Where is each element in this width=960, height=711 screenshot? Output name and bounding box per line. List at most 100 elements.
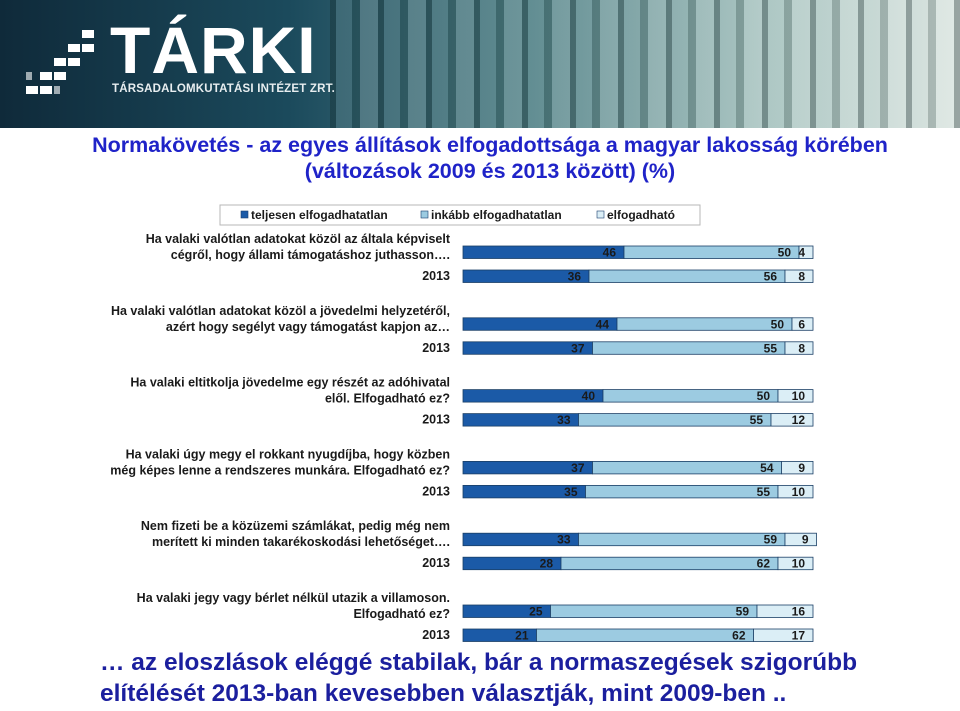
year-label: 2013 bbox=[422, 269, 450, 283]
data-label: 12 bbox=[792, 413, 806, 427]
bar-segment bbox=[753, 628, 814, 642]
data-label: 55 bbox=[764, 341, 778, 355]
logo-text: TÁRKI bbox=[110, 13, 317, 87]
logo-subtitle: TÁRSADALOMKUTATÁSI INTÉZET ZRT. bbox=[112, 83, 335, 95]
data-label: 35 bbox=[564, 485, 578, 499]
bar-segment bbox=[585, 484, 779, 499]
data-label: 8 bbox=[798, 270, 805, 284]
bar-segment bbox=[784, 269, 814, 283]
bar-segment bbox=[756, 604, 814, 618]
question-label: Ha valaki valótlan adatokat közöl a jöve… bbox=[111, 304, 450, 318]
conclusion-text: … az eloszlások eléggé stabilak, bár a n… bbox=[100, 647, 950, 709]
data-label: 16 bbox=[792, 605, 806, 619]
bar-segment bbox=[781, 460, 814, 475]
title-line-1: Normakövetés - az egyes állítások elfoga… bbox=[92, 133, 888, 157]
data-label: 6 bbox=[798, 317, 805, 331]
crowd-photo bbox=[330, 0, 960, 128]
legend-label: teljesen elfogadhatatlan bbox=[251, 208, 388, 222]
data-label: 17 bbox=[792, 629, 806, 643]
data-label: 54 bbox=[760, 461, 774, 475]
data-label: 37 bbox=[571, 341, 585, 355]
data-label: 59 bbox=[736, 605, 750, 619]
legend-label: inkább elfogadhatatlan bbox=[431, 208, 562, 222]
question-group: Ha valaki jegy vagy bérlet nélkül utazik… bbox=[137, 591, 814, 643]
bar-segment bbox=[592, 341, 786, 355]
legend-swatch bbox=[240, 210, 249, 219]
year-label: 2013 bbox=[422, 484, 450, 498]
question-label: elől. Elfogadható ez? bbox=[325, 392, 450, 406]
bar-segment bbox=[798, 245, 814, 259]
question-group: Ha valaki eltitkolja jövedelme egy részé… bbox=[130, 376, 814, 427]
legend-box bbox=[219, 204, 701, 226]
bar-segment bbox=[602, 389, 779, 403]
question-label: Nem fizeti be a közüzemi számlákat, pedi… bbox=[141, 519, 450, 533]
data-label: 50 bbox=[757, 389, 771, 403]
data-label: 8 bbox=[798, 341, 805, 355]
title-line-2: (változások 2009 és 2013 között) (%) bbox=[304, 159, 676, 183]
data-label: 62 bbox=[732, 629, 746, 643]
stacked-bar-chart: teljesen elfogadhatatlan inkább elfogadha… bbox=[110, 204, 817, 643]
bar-segment bbox=[616, 317, 793, 331]
bar-segment bbox=[784, 532, 817, 547]
legend-label: elfogadható bbox=[607, 208, 675, 222]
data-label: 10 bbox=[792, 485, 806, 499]
data-label: 4 bbox=[798, 246, 805, 260]
question-label: azért hogy segélyt vagy támogatást kapjo… bbox=[166, 320, 450, 334]
bar-segment bbox=[588, 269, 786, 283]
question-label: Ha valaki eltitkolja jövedelme egy részé… bbox=[130, 376, 450, 390]
bar-segment bbox=[777, 484, 814, 499]
header-banner: TÁRKI TÁRSADALOMKUTATÁSI INTÉZET ZRT. bbox=[0, 0, 960, 128]
data-label: 33 bbox=[557, 413, 571, 427]
question-label: Elfogadható ez? bbox=[353, 607, 450, 621]
bar-segment bbox=[578, 413, 772, 427]
data-label: 9 bbox=[802, 533, 809, 547]
data-label: 21 bbox=[515, 629, 529, 643]
year-label: 2013 bbox=[422, 556, 450, 570]
question-label: Ha valaki jegy vagy bérlet nélkül utazik… bbox=[137, 591, 450, 605]
data-label: 25 bbox=[529, 605, 543, 619]
conclusion-line-2: elítélését 2013-ban kevesebben választjá… bbox=[100, 680, 787, 707]
year-label: 2013 bbox=[422, 413, 450, 427]
chart-title: Normakövetés - az egyes állítások elfoga… bbox=[0, 132, 960, 184]
legend-swatch bbox=[420, 210, 429, 219]
year-label: 2013 bbox=[422, 628, 450, 642]
data-label: 62 bbox=[757, 557, 771, 571]
data-label: 36 bbox=[568, 270, 582, 284]
data-label: 55 bbox=[757, 485, 771, 499]
data-label: 10 bbox=[792, 557, 806, 571]
bar-segment bbox=[550, 604, 758, 618]
bar-segment bbox=[623, 245, 800, 259]
question-label: még képes lenne a rendszeres munkára. El… bbox=[110, 463, 450, 477]
question-label: Ha valaki úgy megy el rokkant nyugdíjba,… bbox=[126, 447, 450, 461]
legend-swatch bbox=[596, 210, 605, 219]
question-group: Ha valaki valótlan adatokat közöl a jöve… bbox=[111, 304, 814, 355]
question-group: Nem fizeti be a közüzemi számlákat, pedi… bbox=[141, 519, 817, 571]
bar-segment bbox=[462, 245, 625, 259]
bar-segment bbox=[536, 628, 754, 642]
question-label: merített ki minden takarékoskodási lehet… bbox=[152, 535, 450, 549]
bar-segment bbox=[592, 460, 782, 475]
bar-segment bbox=[777, 556, 814, 571]
logo-stairs-icon bbox=[26, 30, 94, 94]
data-label: 50 bbox=[778, 246, 792, 260]
legend: teljesen elfogadhatatlan inkább elfogadha… bbox=[219, 204, 701, 226]
year-label: 2013 bbox=[422, 341, 450, 355]
bar-segment bbox=[560, 556, 779, 571]
data-label: 28 bbox=[540, 557, 554, 571]
data-label: 37 bbox=[571, 461, 585, 475]
bar-segment bbox=[578, 532, 786, 547]
conclusion-line-1: … az eloszlások eléggé stabilak, bár a n… bbox=[100, 649, 858, 676]
bar-segment bbox=[777, 389, 814, 403]
data-label: 33 bbox=[557, 533, 571, 547]
question-label: Ha valaki valótlan adatokat közöl az ált… bbox=[146, 232, 451, 246]
data-label: 55 bbox=[750, 413, 764, 427]
data-label: 50 bbox=[771, 317, 785, 331]
data-label: 56 bbox=[764, 270, 778, 284]
question-label: cégről, hogy állami támogatáshoz juthass… bbox=[171, 248, 450, 262]
data-label: 44 bbox=[596, 317, 610, 331]
question-group: Ha valaki úgy megy el rokkant nyugdíjba,… bbox=[110, 447, 814, 499]
bar-segment bbox=[784, 341, 814, 355]
data-label: 10 bbox=[792, 389, 806, 403]
data-label: 46 bbox=[603, 246, 617, 260]
bar-segment bbox=[791, 317, 814, 331]
